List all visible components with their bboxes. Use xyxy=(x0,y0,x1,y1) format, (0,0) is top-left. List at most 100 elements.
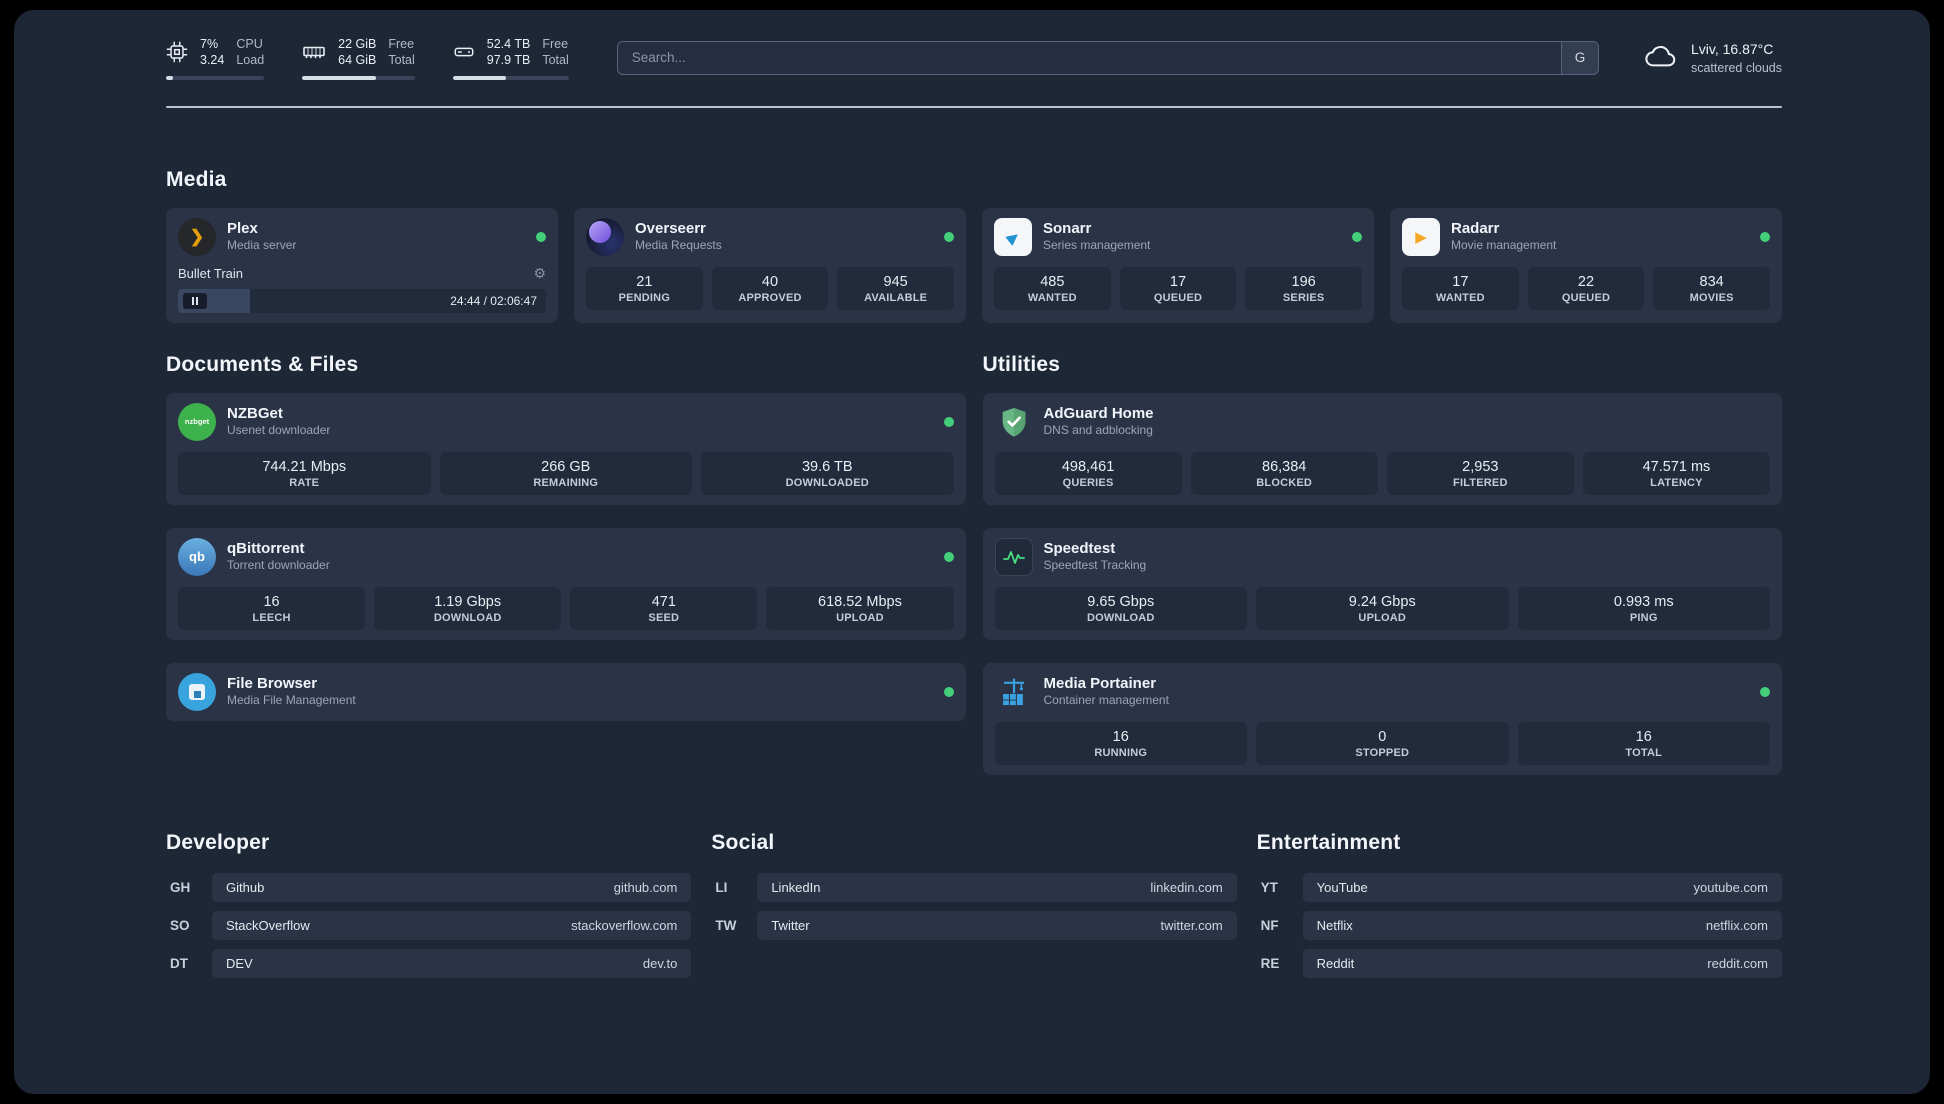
top-bar: 7% 3.24 CPU Load xyxy=(166,10,1782,80)
stat-label: SERIES xyxy=(1282,291,1325,304)
weather-condition: scattered clouds xyxy=(1690,60,1782,75)
bookmark-linkedin[interactable]: LI LinkedIn linkedin.com xyxy=(711,872,1237,902)
status-dot xyxy=(943,686,954,697)
gear-icon[interactable]: ⚙ xyxy=(533,264,546,281)
disk-progress-fill xyxy=(452,75,507,80)
nzbget-icon: nzbget xyxy=(178,402,216,441)
utilities-column: Utilities AdGuard Home DNS and adblockin… xyxy=(982,353,1782,775)
stat-value: 0.993 ms xyxy=(1613,593,1674,610)
search-input[interactable] xyxy=(616,40,1561,75)
bookmark-name: Netflix xyxy=(1316,917,1353,933)
cpu-load-value: 3.24 xyxy=(200,53,225,68)
bookmark-youtube[interactable]: YT YouTube youtube.com xyxy=(1257,872,1782,902)
bookmark-netflix[interactable]: NF Netflix netflix.com xyxy=(1257,910,1782,940)
app-card-adguard[interactable]: AdGuard Home DNS and adblocking 498,461 … xyxy=(982,392,1782,505)
stat-pending: 21 PENDING xyxy=(586,266,703,310)
stat-rate: 744.21 Mbps RATE xyxy=(178,451,431,495)
bookmark-dev[interactable]: DT DEV dev.to xyxy=(166,948,692,978)
stat-label: DOWNLOAD xyxy=(433,611,502,624)
radarr-icon: ▶ xyxy=(1402,217,1440,256)
status-dot xyxy=(1760,231,1770,242)
stat-label: DOWNLOAD xyxy=(1086,611,1155,624)
bookmarks-developer: Developer GH Github github.com SO StackO… xyxy=(166,830,692,987)
app-card-qbittorrent[interactable]: qb qBittorrent Torrent downloader 16 LEE… xyxy=(166,527,966,640)
app-desc: Speedtest Tracking xyxy=(1043,558,1147,573)
playback-progress-bar[interactable]: 24:44 / 02:06:47 xyxy=(178,288,546,313)
stat-value: 22 xyxy=(1577,273,1595,290)
stat-wanted: 485 WANTED xyxy=(994,266,1111,310)
stat-label: FILTERED xyxy=(1453,476,1508,489)
stat-value: 618.52 Mbps xyxy=(818,593,902,610)
stat-label: APPROVED xyxy=(738,291,802,304)
stat-download: 1.19 Gbps DOWNLOAD xyxy=(374,586,562,630)
stat-running: 16 RUNNING xyxy=(994,721,1247,765)
app-name: qBittorrent xyxy=(227,539,305,557)
app-name: NZBGet xyxy=(227,404,283,422)
stat-value: 17 xyxy=(1169,273,1187,290)
stat-label: STOPPED xyxy=(1355,746,1410,759)
stat-value: 1.19 Gbps xyxy=(434,593,502,610)
stat-label: PING xyxy=(1629,611,1658,624)
bookmark-twitter[interactable]: TW Twitter twitter.com xyxy=(711,910,1237,940)
stat-label: LEECH xyxy=(252,611,291,624)
plex-now-playing: Bullet Train ⚙ 24:44 / 02:06:47 xyxy=(178,265,546,313)
section-title-developer: Developer xyxy=(166,830,270,854)
app-card-overseerr[interactable]: Overseerr Media Requests 21 PENDING 40 A… xyxy=(574,207,966,323)
stat-value: 16 xyxy=(1112,728,1129,745)
ram-label-1: Free xyxy=(388,37,415,51)
app-card-nzbget[interactable]: nzbget NZBGet Usenet downloader 744.21 M… xyxy=(166,392,966,505)
stat-movies: 834 MOVIES xyxy=(1653,266,1770,310)
weather-location: Lviv, 16.87°C xyxy=(1690,40,1774,57)
stat-blocked: 86,384 BLOCKED xyxy=(1190,451,1378,495)
pause-icon[interactable] xyxy=(183,292,207,309)
topbar-divider xyxy=(166,105,1782,108)
stat-label: RUNNING xyxy=(1094,746,1148,759)
app-card-sonarr[interactable]: ▶ Sonarr Series management 485 WANTED 17… xyxy=(982,207,1374,323)
bookmark-abbr: LI xyxy=(715,879,728,895)
stat-label: BLOCKED xyxy=(1256,476,1313,489)
app-desc: Media File Management xyxy=(227,693,356,708)
stat-value: 39.6 TB xyxy=(801,458,853,475)
search-engine-button[interactable]: G xyxy=(1560,40,1599,75)
cpu-icon xyxy=(166,41,188,63)
ram-label-2: Total xyxy=(388,53,415,68)
stat-value: 945 xyxy=(883,273,908,290)
app-card-plex[interactable]: ❯ Plex Media server Bullet Train ⚙ xyxy=(166,207,558,323)
stat-value: 16 xyxy=(263,593,280,610)
stat-value: 21 xyxy=(636,273,653,290)
app-card-radarr[interactable]: ▶ Radarr Movie management 17 WANTED 22 Q… xyxy=(1390,207,1782,323)
bookmark-name: Reddit xyxy=(1316,955,1355,971)
bookmark-url: reddit.com xyxy=(1707,955,1768,971)
disk-label-1: Free xyxy=(542,37,569,51)
stat-label: UPLOAD xyxy=(1358,611,1407,624)
bookmark-github[interactable]: GH Github github.com xyxy=(166,872,692,902)
app-desc: DNS and adblocking xyxy=(1043,423,1153,438)
ram-icon xyxy=(302,40,326,64)
adguard-icon xyxy=(995,403,1033,441)
status-dot xyxy=(536,231,546,242)
disk-free-value: 52.4 TB xyxy=(486,37,531,51)
app-card-filebrowser[interactable]: File Browser Media File Management xyxy=(166,662,966,721)
stat-value: 17 xyxy=(1452,273,1469,290)
system-metrics: 7% 3.24 CPU Load xyxy=(166,36,569,80)
section-title-documents: Documents & Files xyxy=(166,352,359,376)
status-dot xyxy=(943,551,954,562)
app-desc: Movie management xyxy=(1451,238,1557,253)
bookmark-url: dev.to xyxy=(642,955,678,971)
app-card-speedtest[interactable]: Speedtest Speedtest Tracking 9.65 Gbps D… xyxy=(982,527,1782,640)
cpu-progress-track xyxy=(166,75,265,80)
ram-free-value: 22 GiB xyxy=(338,37,377,51)
bookmark-abbr: TW xyxy=(715,917,737,933)
app-desc: Media Requests xyxy=(635,238,722,253)
metric-ram: 22 GiB 64 GiB Free Total xyxy=(302,36,415,80)
bookmark-reddit[interactable]: RE Reddit reddit.com xyxy=(1257,948,1782,978)
app-name: Radarr xyxy=(1451,219,1500,237)
stat-label: WANTED xyxy=(1435,291,1485,304)
stat-value: 47.571 ms xyxy=(1642,458,1711,475)
app-name: Speedtest xyxy=(1043,539,1116,557)
bookmark-stackoverflow[interactable]: SO StackOverflow stackoverflow.com xyxy=(166,910,692,940)
cloud-icon xyxy=(1643,44,1679,71)
stat-value: 16 xyxy=(1635,728,1652,745)
app-card-portainer[interactable]: Media Portainer Container management 16 … xyxy=(982,662,1782,775)
disk-label-2: Total xyxy=(542,53,569,68)
